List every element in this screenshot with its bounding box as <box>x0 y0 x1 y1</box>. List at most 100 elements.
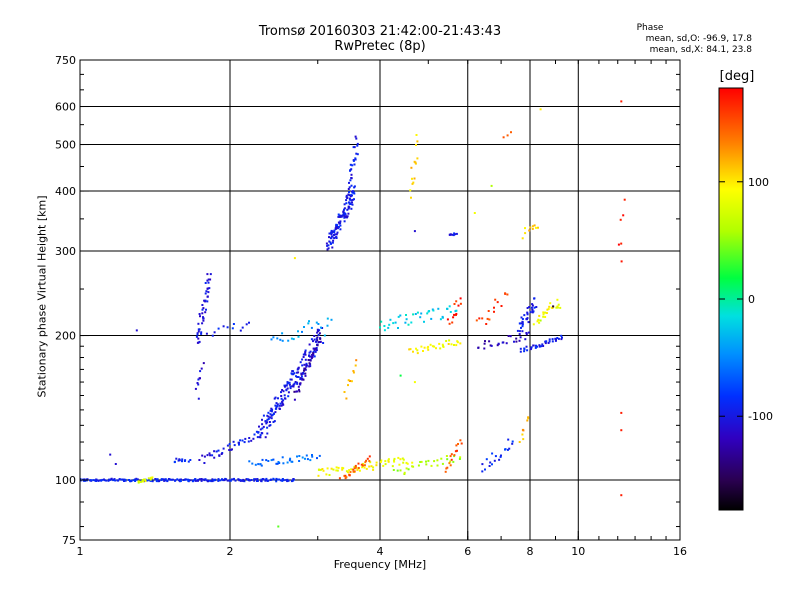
data-point <box>317 333 320 336</box>
data-point <box>304 353 307 356</box>
data-point <box>255 430 258 433</box>
data-point <box>147 477 150 480</box>
data-point <box>437 307 440 310</box>
data-point <box>333 229 336 232</box>
data-point <box>356 142 359 145</box>
data-point <box>256 479 259 482</box>
data-point <box>229 448 232 451</box>
data-point <box>279 402 282 405</box>
data-point <box>274 404 277 407</box>
colorbar-tick-label: 100 <box>748 176 769 189</box>
data-point <box>297 335 300 338</box>
data-point <box>416 349 419 352</box>
data-point <box>296 455 298 458</box>
phase-box-title: Phase <box>636 23 664 33</box>
data-point <box>488 340 491 343</box>
data-point <box>347 188 350 190</box>
data-point <box>455 300 458 303</box>
data-point <box>222 325 225 328</box>
data-point <box>560 334 563 337</box>
data-point <box>487 310 490 312</box>
data-point <box>393 457 396 460</box>
data-point <box>272 478 275 481</box>
data-point <box>277 525 280 528</box>
data-point <box>460 442 463 445</box>
data-point <box>84 479 87 482</box>
data-point <box>489 461 492 464</box>
data-point <box>526 313 529 316</box>
data-point <box>336 231 339 234</box>
data-point <box>301 364 304 367</box>
data-point <box>284 397 287 400</box>
data-point <box>247 440 250 443</box>
data-point <box>204 478 207 481</box>
data-point <box>305 454 308 457</box>
data-point <box>143 478 146 481</box>
data-point <box>200 479 203 482</box>
data-point <box>478 317 481 320</box>
data-point <box>170 478 173 481</box>
data-point <box>168 478 171 481</box>
data-point <box>363 464 366 467</box>
data-point <box>310 326 313 329</box>
data-point <box>154 478 157 480</box>
data-point <box>293 398 296 401</box>
data-point <box>275 462 278 465</box>
data-point <box>309 459 312 462</box>
data-point <box>448 305 451 308</box>
data-point <box>204 311 207 314</box>
data-point <box>350 190 353 193</box>
data-point <box>316 344 319 347</box>
data-point <box>410 166 413 169</box>
data-point <box>507 335 510 337</box>
data-point <box>379 460 382 463</box>
data-point <box>427 310 430 313</box>
data-point <box>271 414 274 417</box>
data-point <box>273 420 276 423</box>
x-tick-label: 2 <box>227 545 234 558</box>
data-point <box>300 375 303 378</box>
data-point <box>446 307 449 310</box>
x-tick-label: 8 <box>527 545 534 558</box>
data-point <box>531 304 534 307</box>
data-point <box>260 479 263 482</box>
data-point <box>451 233 454 236</box>
data-point <box>455 309 458 312</box>
data-point <box>196 332 199 335</box>
data-point <box>305 364 308 367</box>
data-point <box>531 225 534 228</box>
data-point <box>363 466 366 469</box>
data-point <box>365 467 368 470</box>
data-point <box>546 308 549 311</box>
data-point <box>344 474 347 477</box>
data-point <box>620 260 623 263</box>
data-point <box>453 303 456 305</box>
y-tick-label: 200 <box>55 330 76 343</box>
data-point <box>100 479 103 482</box>
data-point <box>280 397 283 400</box>
data-point <box>366 457 369 460</box>
data-point <box>272 458 275 461</box>
data-point <box>362 464 364 467</box>
data-point <box>206 287 209 290</box>
data-point <box>287 395 290 398</box>
y-tick-label: 600 <box>55 101 76 114</box>
data-point <box>316 328 319 331</box>
data-point <box>248 437 251 439</box>
data-point <box>207 278 210 281</box>
data-point <box>404 321 407 324</box>
data-point <box>533 224 536 227</box>
data-point <box>197 378 200 381</box>
data-point <box>282 462 285 465</box>
data-point <box>353 465 356 468</box>
data-point <box>112 479 115 482</box>
data-point <box>281 389 284 391</box>
data-point <box>345 470 348 473</box>
data-point <box>342 210 345 213</box>
data-point <box>538 345 541 348</box>
data-point <box>270 478 272 481</box>
data-point <box>306 458 309 461</box>
data-point <box>287 339 290 342</box>
data-point <box>397 327 399 329</box>
data-point <box>151 480 154 483</box>
